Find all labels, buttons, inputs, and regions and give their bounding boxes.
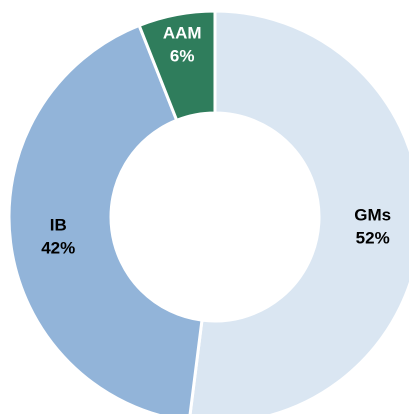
value-label: 52% xyxy=(356,228,390,247)
slice-label: IB xyxy=(50,215,67,234)
value-label: 42% xyxy=(41,238,75,257)
donut-slice xyxy=(188,9,409,414)
donut-slice xyxy=(7,23,204,414)
value-label: 6% xyxy=(170,47,195,66)
slice-label: GMs xyxy=(354,205,391,224)
slice-label: AAM xyxy=(163,24,202,43)
donut-slice xyxy=(137,9,217,123)
